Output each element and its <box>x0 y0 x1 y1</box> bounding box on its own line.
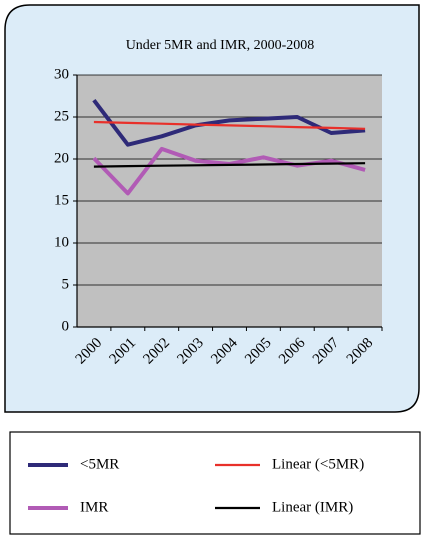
legend-label: Linear (<5MR) <box>272 456 364 472</box>
y-tick-label: 15 <box>54 192 69 208</box>
chart-title: Under 5MR and IMR, 2000-2008 <box>126 38 315 53</box>
legend-label: Linear (IMR) <box>272 499 353 515</box>
y-tick-label: 30 <box>54 66 69 82</box>
y-tick-label: 5 <box>62 276 70 292</box>
legend-label: <5MR <box>80 456 119 472</box>
legend-label: IMR <box>80 499 108 515</box>
y-tick-label: 20 <box>54 150 69 166</box>
legend-box <box>9 431 421 535</box>
y-tick-label: 10 <box>54 234 69 250</box>
series-line <box>93 162 366 168</box>
series-line <box>93 120 366 130</box>
y-tick-label: 0 <box>62 318 70 334</box>
y-tick-label: 25 <box>54 108 69 124</box>
